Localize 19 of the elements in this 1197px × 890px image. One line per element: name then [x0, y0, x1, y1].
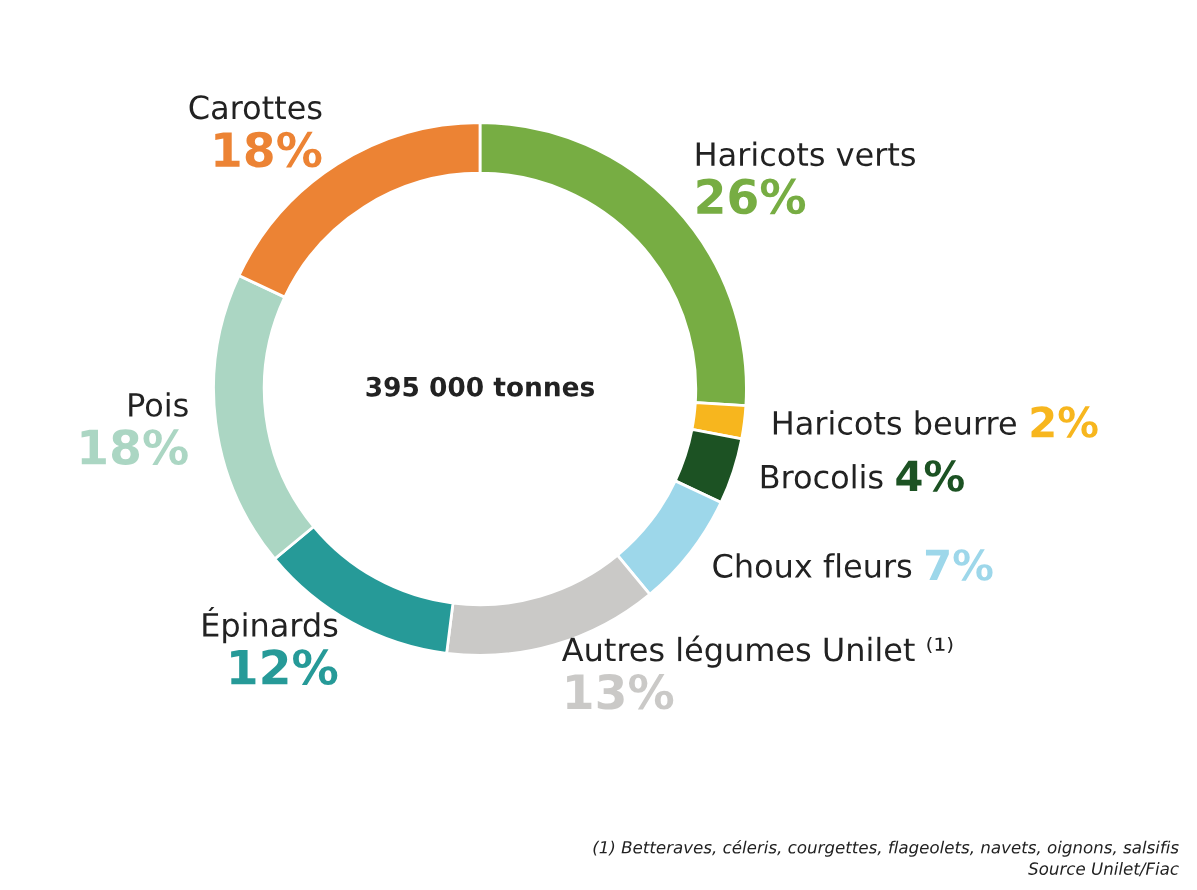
- slice-label: Carottes: [189, 95, 322, 120]
- data-label: 12%: [231, 649, 338, 686]
- slice-label: Choux fleurs: [713, 553, 912, 578]
- slice-label: Pois: [129, 392, 188, 417]
- slice-label: Haricots beurre: [773, 410, 1016, 435]
- slice-label: Brocolis: [761, 464, 883, 489]
- data-label: 13%: [567, 673, 674, 710]
- text: (1) Betteraves, céleris, courgettes, flageolets, navets, oignons, salsifis: [593, 840, 1179, 857]
- text: 395 000 tonnes: [366, 376, 594, 397]
- data-label: 18%: [81, 429, 188, 465]
- data-label: 7%: [925, 549, 993, 581]
- slice-label: Autres légumes Unilet ⁽¹⁾: [562, 635, 953, 668]
- data-label: 18%: [215, 131, 322, 168]
- slice-label: Épinards: [203, 606, 338, 644]
- source-note: Source Unilet/Fiac: [1028, 862, 1179, 877]
- data-label: 2%: [1031, 406, 1098, 438]
- data-label: 4%: [896, 460, 964, 492]
- slice-label: Haricots verts: [696, 141, 915, 167]
- data-label: 26%: [697, 178, 806, 215]
